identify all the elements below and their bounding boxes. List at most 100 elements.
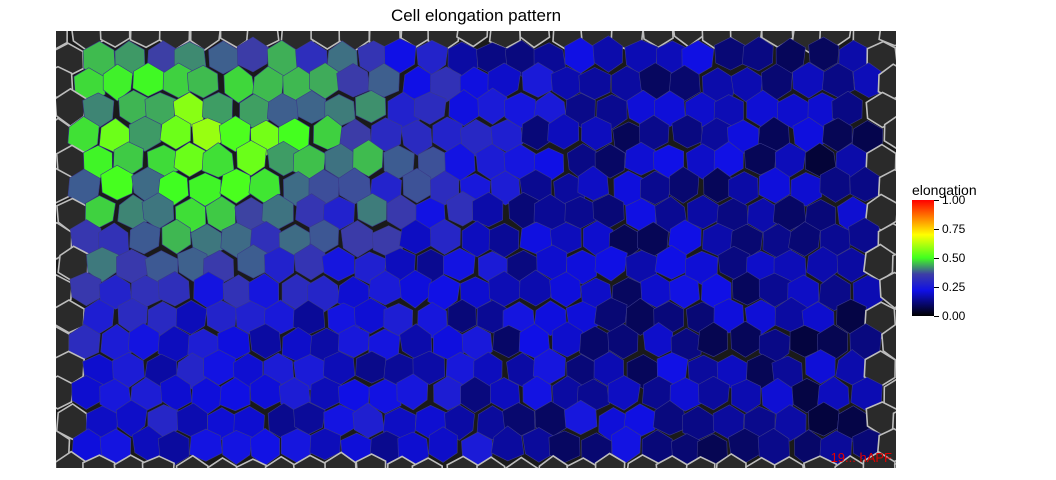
cell [309, 377, 342, 410]
cell [412, 350, 446, 385]
cell [865, 91, 896, 129]
cell [189, 428, 223, 462]
cell [218, 115, 251, 153]
cell [99, 31, 131, 49]
cell [321, 246, 355, 282]
colorbar-tickmark [934, 287, 939, 288]
cell [477, 87, 508, 125]
colorbar-tick-label: 0.50 [942, 251, 966, 265]
cell [642, 31, 674, 49]
cell [808, 36, 840, 72]
cell [758, 167, 791, 204]
cell [581, 116, 613, 151]
cell [354, 297, 388, 334]
cell [236, 36, 269, 73]
cell [654, 245, 688, 280]
cell [444, 404, 475, 441]
cell [161, 218, 192, 255]
cell [203, 349, 236, 386]
cell [472, 191, 504, 228]
cell [488, 270, 521, 307]
cell [668, 64, 701, 102]
cell [669, 166, 700, 204]
cell [805, 349, 836, 385]
cell [607, 323, 639, 360]
cell [893, 307, 896, 328]
cell [894, 46, 896, 61]
cell [519, 31, 551, 49]
colorbar-tick-label: 0.25 [942, 280, 966, 294]
cell [592, 35, 623, 73]
cell [249, 373, 282, 410]
cell [219, 377, 251, 412]
cell [411, 457, 444, 468]
cell [249, 323, 282, 359]
cell [98, 274, 132, 310]
cell [400, 119, 433, 156]
cell [129, 221, 161, 255]
cell [671, 114, 704, 149]
cell [173, 141, 206, 178]
cell [386, 194, 418, 230]
cell [685, 455, 716, 468]
cell [803, 455, 838, 468]
cell [355, 453, 387, 468]
cell [159, 114, 192, 150]
cell [219, 31, 253, 49]
cell [189, 31, 221, 52]
cell [443, 247, 476, 282]
cell [883, 378, 896, 412]
cell [476, 299, 507, 334]
cell [56, 167, 73, 204]
colorbar [912, 200, 934, 316]
cell [521, 62, 554, 98]
cell [313, 114, 344, 150]
cell [396, 373, 429, 411]
cell [807, 401, 840, 437]
cell [56, 299, 86, 334]
cell [818, 274, 851, 312]
cell [219, 168, 252, 204]
cell [878, 31, 896, 47]
cell [715, 452, 747, 468]
cell [687, 194, 719, 230]
cell [893, 462, 896, 468]
cell [177, 247, 209, 282]
cell [564, 399, 598, 436]
cell [773, 455, 805, 468]
cell [476, 456, 506, 468]
colorbar-tickmark [934, 229, 939, 230]
cell [340, 220, 375, 258]
cell [355, 90, 387, 124]
cell [384, 38, 417, 74]
cell [577, 165, 610, 201]
cell [684, 250, 719, 286]
cell [669, 274, 700, 309]
cell [129, 31, 164, 49]
cell [188, 172, 222, 207]
cell [294, 243, 326, 281]
cell [128, 322, 161, 361]
cell [82, 454, 116, 468]
cell [296, 90, 327, 124]
cell [356, 193, 387, 227]
cell [490, 425, 525, 462]
cell [429, 170, 460, 206]
cell [713, 298, 745, 334]
cell [236, 140, 267, 177]
cell [310, 31, 343, 50]
cell [611, 425, 642, 464]
cell [337, 324, 370, 359]
colorbar-tickmark [934, 258, 939, 259]
cell [848, 217, 881, 254]
colorbar-tickmark [934, 316, 939, 317]
cell [352, 402, 385, 439]
cell [402, 167, 434, 204]
cell [322, 196, 356, 231]
cell [547, 113, 580, 150]
cell [862, 450, 896, 468]
cell [399, 269, 432, 309]
cell [56, 31, 68, 50]
cell [698, 375, 730, 411]
cell [336, 63, 370, 98]
